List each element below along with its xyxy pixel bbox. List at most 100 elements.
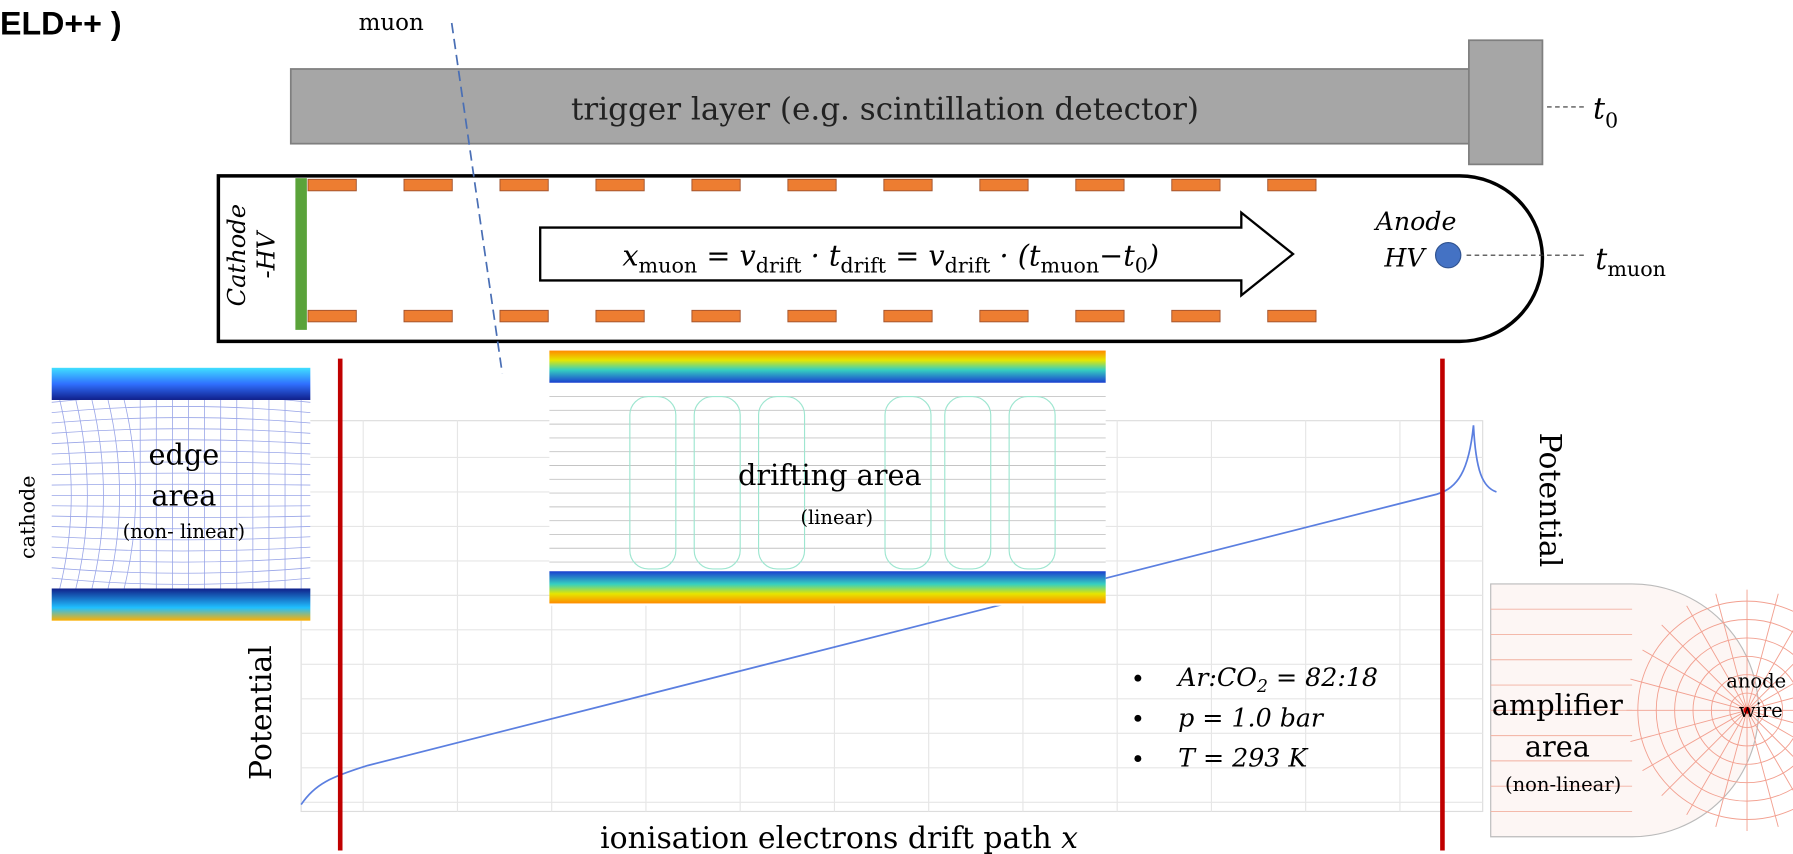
strip <box>499 309 549 323</box>
field-line <box>1746 683 1793 711</box>
strip <box>1075 309 1125 323</box>
strip <box>1267 309 1317 323</box>
amplifier-label: area <box>1525 729 1590 763</box>
field-line <box>51 439 311 445</box>
field-line <box>1661 624 1748 711</box>
formula-part: ) <box>1147 239 1159 273</box>
field-line <box>51 557 311 563</box>
field-line <box>1642 649 1748 711</box>
strip <box>307 309 357 323</box>
amplifier-map <box>1490 583 1793 838</box>
formula-sub: drift <box>840 253 886 277</box>
field-line <box>75 399 88 589</box>
field-line <box>1008 395 1056 570</box>
field-line <box>1715 710 1748 828</box>
formula-part: · t <box>801 239 840 273</box>
condition-part: 2 <box>1256 677 1268 697</box>
formula-sub: muon <box>1040 253 1099 277</box>
field-line <box>884 395 932 570</box>
t0-sub: 0 <box>1605 109 1618 133</box>
condition: Ar:CO2 = 82:18 <box>1176 663 1378 697</box>
formula-part: = v <box>886 239 945 273</box>
field-line <box>1746 710 1779 828</box>
drifting-area-map <box>549 350 1106 606</box>
field-line <box>51 472 311 476</box>
trigger-label: trigger layer (e.g. scintillation detect… <box>571 92 1199 128</box>
strip <box>307 178 357 192</box>
field-line <box>51 546 311 552</box>
formula-part: −t <box>1099 239 1135 273</box>
field-line <box>51 428 311 434</box>
field-line <box>1630 678 1748 711</box>
anode-wire-label: wire <box>1739 699 1783 722</box>
field-line <box>51 483 311 486</box>
field-line <box>1746 709 1793 724</box>
formula-sub: drift <box>756 253 802 277</box>
field-line <box>1746 709 1793 738</box>
conditions-list: Ar:CO2 = 82:18 p = 1.0 bar T = 293 K <box>1134 663 1378 773</box>
field-line <box>51 417 311 424</box>
edge-label: (non- linear) <box>123 520 245 543</box>
field-line <box>51 505 311 507</box>
anode-wire-label: anode <box>1726 669 1786 692</box>
field-line <box>51 567 311 574</box>
strip <box>595 178 645 192</box>
strip <box>1171 309 1221 323</box>
field-line <box>944 395 992 570</box>
tmuon-label: tmuon <box>1595 242 1666 281</box>
tmuon-sub: muon <box>1607 257 1666 281</box>
strip <box>595 309 645 323</box>
x-label: ionisation electrons drift path x <box>600 821 1078 854</box>
field-line <box>51 515 311 519</box>
cathode-side-label: cathode <box>15 476 39 559</box>
field-line <box>1661 709 1748 796</box>
anode-wire <box>1434 241 1462 269</box>
cathode-line: -HV <box>253 229 281 278</box>
anode-label: Anode <box>1374 207 1457 236</box>
strip <box>499 178 549 192</box>
field-line <box>1686 605 1748 711</box>
condition-part: T = 293 K <box>1178 744 1309 773</box>
field-line <box>1642 709 1748 772</box>
formula-part: x <box>622 239 638 273</box>
field-line <box>1746 663 1793 711</box>
potential-curve <box>300 425 1497 806</box>
trigger-readout <box>1468 39 1544 166</box>
edge-label: edge <box>149 437 220 471</box>
strip <box>1171 178 1221 192</box>
cathode-label: Cathode-HV <box>223 204 281 306</box>
field-line <box>1746 709 1793 757</box>
field-line <box>758 395 806 570</box>
x-label-text: ionisation electrons drift path <box>600 821 1061 854</box>
field-line <box>91 399 104 589</box>
bullet <box>1134 674 1142 682</box>
field-line <box>1686 710 1748 816</box>
strip <box>403 178 453 192</box>
strip <box>787 309 837 323</box>
drifting-label: (linear) <box>800 506 873 529</box>
field-line <box>51 526 311 530</box>
formula-sub: muon <box>639 253 698 277</box>
anode-label: HV <box>1383 244 1427 273</box>
field-line <box>51 577 311 585</box>
field-line <box>1746 629 1793 711</box>
strip <box>403 309 453 323</box>
field-line <box>107 399 120 589</box>
cathode-line: Cathode <box>223 204 251 306</box>
field-line <box>51 461 311 465</box>
condition: T = 293 K <box>1178 744 1309 773</box>
t0-base: t <box>1593 91 1606 126</box>
amplifier-label: (non-linear) <box>1505 773 1621 796</box>
bullet <box>1134 755 1142 763</box>
field-line <box>1746 593 1779 711</box>
formula-part: = v <box>697 239 756 273</box>
edge-label: area <box>151 479 216 513</box>
t0-label: t0 <box>1593 91 1618 132</box>
muon-track <box>450 22 504 374</box>
strip <box>691 309 741 323</box>
cathode-plate <box>295 178 307 330</box>
field-line <box>59 399 72 589</box>
edge-area-map <box>51 367 311 621</box>
formula-sub: drift <box>945 253 991 277</box>
